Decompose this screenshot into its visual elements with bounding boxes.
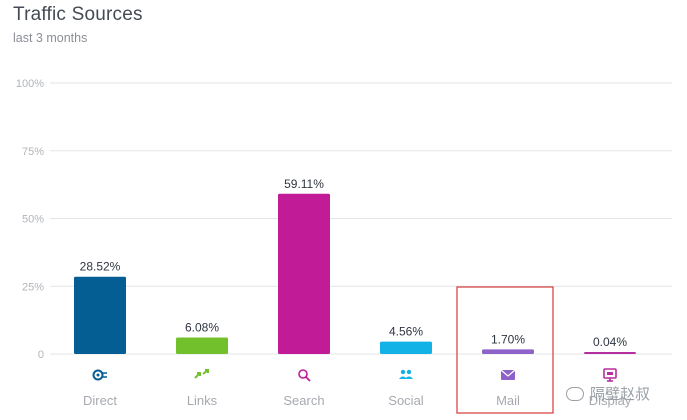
- chart-title: Traffic Sources: [13, 4, 143, 25]
- mail-icon: [500, 369, 516, 380]
- value-label-mail: 1.70%: [491, 332, 525, 346]
- links-icon: [194, 369, 209, 379]
- value-label-direct: 28.52%: [80, 260, 121, 274]
- value-label-social: 4.56%: [389, 325, 423, 339]
- highlight-box: [456, 286, 554, 414]
- value-label-display: 0.04%: [593, 335, 627, 349]
- direct-icon: [92, 369, 107, 381]
- bar-display: [584, 352, 636, 354]
- y-tick-label: 0: [38, 349, 44, 361]
- display-icon: [603, 368, 617, 382]
- bar-mail: [482, 349, 534, 354]
- watermark-text: 隔壁赵叔: [590, 386, 651, 403]
- category-label-mail: Mail: [496, 393, 520, 408]
- bar-social: [380, 341, 432, 354]
- category-label-display: Display: [589, 393, 632, 408]
- value-label-links: 6.08%: [185, 321, 219, 335]
- y-tick-label: 100%: [16, 78, 44, 90]
- chart-subtitle: last 3 months: [13, 31, 88, 45]
- watermark: 隔壁赵叔: [566, 383, 650, 404]
- category-label-social: Social: [388, 393, 424, 408]
- bar-direct: [74, 276, 126, 354]
- y-tick-label: 25%: [22, 281, 44, 293]
- bar-links: [176, 337, 228, 354]
- bar-search: [278, 193, 330, 354]
- category-label-links: Links: [187, 393, 218, 408]
- social-icon: [399, 369, 413, 379]
- category-label-search: Search: [283, 393, 324, 408]
- wechat-icon: [566, 386, 584, 401]
- value-label-search: 59.11%: [284, 177, 324, 191]
- search-icon: [298, 369, 311, 382]
- category-label-direct: Direct: [83, 393, 117, 408]
- y-tick-label: 50%: [22, 214, 44, 226]
- y-tick-label: 75%: [22, 146, 44, 158]
